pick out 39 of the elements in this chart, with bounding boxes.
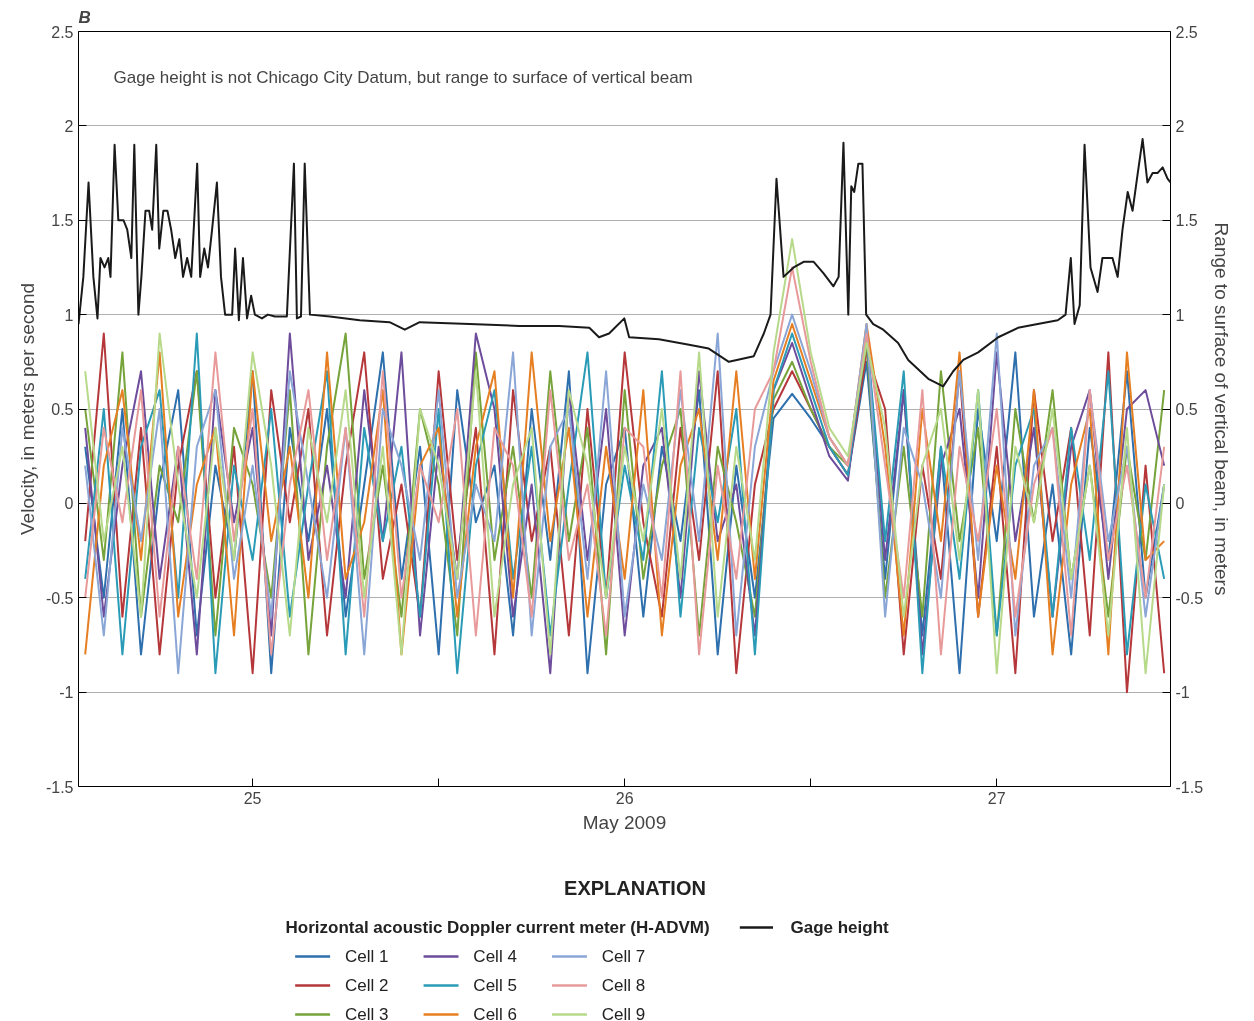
y2-tick-label: 0.5 [1175,401,1198,418]
y-tick-label: 0 [64,495,74,513]
text: Horizontal acoustic Doppler current meter (H-ADVM) [285,918,710,937]
y2-tick-label: -0.5 [1175,589,1204,607]
y2-tick-label: 0 [1175,495,1185,513]
legend-label: Cell 6 [473,1005,517,1021]
line-series [78,138,1171,388]
y-tick-label: 2.5 [51,23,74,41]
y-axis-title: Velocity, in meters per second [16,282,38,536]
y-tick-label: 1.5 [51,212,74,230]
x-tick-label: 27 [987,789,1006,807]
x-tick-label: 25 [243,789,262,807]
y-tick-label: 1 [64,306,74,324]
legend-label: Cell 9 [601,1005,646,1021]
y-tick-label: -1.5 [45,778,74,796]
y2-axis-title: Range to surface of vertical beam, in meters [1211,222,1233,596]
x-tick-label: 26 [615,789,634,807]
y-tick-label: 0.5 [51,401,74,418]
y2-tick-label: 1.5 [1175,212,1198,230]
legend-label: Cell 2 [344,976,389,995]
legend-label: Cell 5 [473,976,517,995]
y-tick-label: -0.5 [45,589,74,607]
y2-tick-label: -1 [1175,684,1190,702]
y-tick-label: 2 [64,117,74,135]
legend-label: Cell 3 [344,1005,389,1021]
legend-label: Cell 8 [601,976,646,995]
legend-label: Cell 1 [344,947,389,966]
legend-label: Cell 7 [601,947,646,966]
chart-title: B [78,7,91,27]
y2-tick-label: 2.5 [1175,23,1198,41]
legend-label: Cell 4 [473,947,517,966]
legend-title: EXPLANATION [564,876,706,899]
y-tick-label: -1 [59,684,74,702]
y2-tick-label: 1 [1175,306,1185,324]
y2-tick-label: 2 [1175,117,1185,135]
y2-tick-label: -1.5 [1175,778,1204,796]
annotation: Gage height is not Chicago City Datum, but range to surface of vertical beam [113,67,693,87]
x-axis-title: May 2009 [582,811,667,833]
legend-label: Gage height [790,918,890,937]
